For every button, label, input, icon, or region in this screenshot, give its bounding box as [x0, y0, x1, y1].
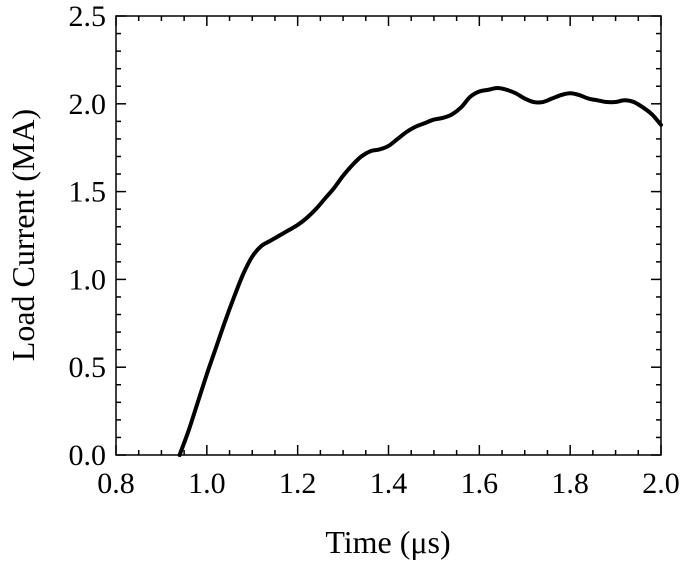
y-tick-label: 0.0: [69, 439, 107, 472]
x-tick-label: 0.8: [97, 467, 135, 500]
x-tick-label: 1.0: [188, 467, 226, 500]
y-axis-label: Load Current (MA): [5, 109, 41, 361]
y-tick-label: 1.0: [69, 263, 107, 296]
y-tick-label: 2.0: [69, 88, 107, 121]
y-tick-label: 1.5: [69, 176, 107, 209]
series-line: [177, 86, 663, 457]
y-tick-label: 2.5: [69, 0, 107, 33]
x-tick-label: 1.8: [551, 467, 589, 500]
x-tick-label: 1.4: [370, 467, 408, 500]
y-tick-label: 0.5: [69, 351, 107, 384]
x-tick-label: 1.6: [461, 467, 499, 500]
axis-ticks: [115, 15, 662, 456]
x-axis-label: Time (μs): [325, 524, 450, 560]
plot-frame: [115, 15, 662, 456]
tick-labels: 0.8 1.0 1.2 1.4 1.6 1.8 2.0 0.0 0.5 1.0 1.5 2.0 2.5: [69, 0, 680, 500]
x-tick-label: 1.2: [279, 467, 317, 500]
x-tick-label: 2.0: [642, 467, 680, 500]
